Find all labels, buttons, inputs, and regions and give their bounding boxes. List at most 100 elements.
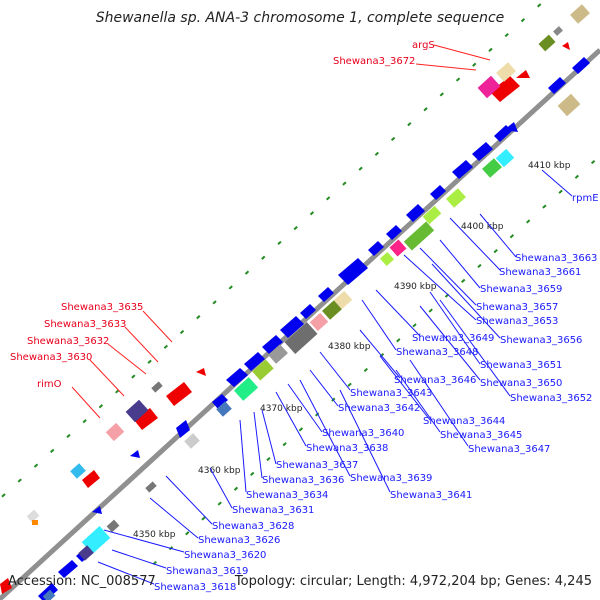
gene-block[interactable] [557, 93, 581, 117]
gene-block[interactable] [403, 221, 435, 251]
gene-block[interactable] [482, 158, 502, 178]
gene-block[interactable] [379, 251, 395, 267]
gene-block[interactable] [446, 188, 466, 208]
gene-arrow[interactable] [226, 368, 248, 387]
gene-label[interactable]: Shewana3_3643 [350, 388, 432, 399]
gene-label[interactable]: Shewana3_3637 [276, 460, 358, 471]
gene-arrow[interactable] [338, 258, 368, 285]
gene-label[interactable]: Shewana3_3634 [246, 490, 328, 501]
gene-arrow[interactable] [212, 394, 228, 409]
gene-label[interactable]: Shewana3_3661 [499, 267, 581, 278]
gene-label[interactable]: Shewana3_3631 [232, 505, 314, 516]
gene-arrow[interactable] [318, 287, 334, 302]
gene-arrow[interactable] [562, 42, 570, 50]
gene-label[interactable]: Shewana3_3636 [262, 475, 344, 486]
gene-block[interactable] [32, 520, 38, 525]
gene-label[interactable]: Shewana3_3646 [394, 375, 476, 386]
gene-label[interactable]: Shewana3_3626 [198, 535, 280, 546]
gene-arrow[interactable] [406, 204, 425, 222]
gene-arrow[interactable] [280, 316, 304, 338]
gene-block[interactable] [70, 463, 86, 479]
gene-block[interactable] [106, 519, 120, 533]
gene-label[interactable]: Shewana3_3672 [333, 56, 415, 67]
gene-label[interactable]: Shewana3_3618 [154, 582, 236, 593]
gene-arrow[interactable] [490, 76, 520, 102]
gene-arrow[interactable] [572, 57, 590, 74]
gene-arrow[interactable] [386, 225, 402, 240]
gene-label[interactable]: Shewana3_3628 [212, 521, 294, 532]
gene-arrow[interactable] [300, 304, 316, 319]
gene-arrow[interactable] [430, 185, 446, 200]
gene-label[interactable]: Shewana3_3650 [480, 378, 562, 389]
gene-label[interactable]: Shewana3_3620 [184, 550, 266, 561]
gene-label[interactable]: Shewana3_3645 [440, 430, 522, 441]
gene-label-rimO[interactable]: rimO [37, 379, 62, 390]
gene-block[interactable] [125, 399, 149, 423]
gene-arrow[interactable] [92, 506, 102, 514]
gene-label[interactable]: Shewana3_3659 [480, 284, 562, 295]
gene-arrow[interactable] [134, 408, 158, 430]
gene-block[interactable] [389, 239, 407, 257]
gene-block[interactable] [570, 4, 590, 24]
gene-label[interactable]: Shewana3_3630 [10, 352, 92, 363]
gene-block[interactable] [322, 300, 342, 320]
gene-label[interactable]: Shewana3_3632 [27, 336, 109, 347]
gene-label[interactable]: Shewana3_3651 [480, 360, 562, 371]
gene-block[interactable] [252, 359, 274, 381]
gene-label[interactable]: Shewana3_3647 [468, 444, 550, 455]
gene-block[interactable] [145, 481, 157, 493]
gene-block[interactable] [78, 545, 94, 561]
gene-label[interactable]: Shewana3_3657 [476, 302, 558, 313]
gene-arrow[interactable] [176, 420, 190, 438]
gene-arrow[interactable] [472, 142, 493, 161]
gene-block[interactable] [233, 377, 259, 401]
gene-label[interactable]: Shewana3_3641 [390, 490, 472, 501]
gene-label[interactable]: Shewana3_3644 [423, 416, 505, 427]
gene-arrow[interactable] [38, 583, 58, 600]
gene-label[interactable]: Shewana3_3649 [412, 333, 494, 344]
gene-arrow[interactable] [244, 352, 265, 371]
gene-block[interactable] [477, 75, 501, 99]
gene-block[interactable] [26, 509, 40, 523]
gene-arrow[interactable] [504, 122, 518, 132]
gene-label-argS[interactable]: argS [412, 40, 435, 51]
gene-arrow[interactable] [262, 335, 283, 354]
gene-block[interactable] [495, 148, 515, 168]
gene-block[interactable] [42, 589, 56, 600]
gene-arrow[interactable] [0, 578, 12, 594]
gene-arrow[interactable] [368, 241, 384, 256]
gene-label[interactable]: Shewana3_3639 [350, 473, 432, 484]
gene-label[interactable]: Shewana3_3638 [306, 443, 388, 454]
gene-label[interactable]: Shewana3_3652 [510, 393, 592, 404]
gene-label[interactable]: Shewana3_3642 [338, 403, 420, 414]
gene-label[interactable]: Shewana3_3656 [500, 335, 582, 346]
gene-label[interactable]: Shewana3_3648 [396, 347, 478, 358]
gene-arrow[interactable] [58, 560, 78, 578]
gene-label[interactable]: Shewana3_3640 [322, 428, 404, 439]
gene-block[interactable] [284, 322, 318, 354]
gene-arrow[interactable] [166, 382, 192, 406]
gene-label[interactable]: Shewana3_3633 [44, 319, 126, 330]
gene-arrow[interactable] [548, 77, 566, 94]
gene-arrow[interactable] [82, 470, 100, 488]
gene-block[interactable] [268, 344, 288, 364]
gene-label[interactable]: Shewana3_3653 [476, 316, 558, 327]
gene-block[interactable] [81, 526, 111, 554]
gene-arrow[interactable] [130, 450, 140, 458]
gene-block[interactable] [496, 62, 516, 82]
gene-block[interactable] [538, 34, 556, 52]
gene-arrow[interactable] [452, 160, 473, 179]
gene-block[interactable] [553, 26, 563, 36]
gene-label-rpmE[interactable]: rpmE [572, 193, 599, 204]
gene-label[interactable]: Shewana3_3635 [61, 302, 143, 313]
gene-block[interactable] [333, 290, 353, 310]
gene-block[interactable] [151, 381, 163, 393]
gene-arrow[interactable] [516, 70, 530, 78]
gene-block[interactable] [309, 312, 329, 332]
gene-block[interactable] [216, 401, 232, 417]
gene-label[interactable]: Shewana3_3663 [515, 253, 597, 264]
gene-arrow[interactable] [196, 368, 206, 376]
gene-block[interactable] [422, 205, 442, 225]
gene-label[interactable]: Shewana3_3619 [166, 566, 248, 577]
gene-block[interactable] [105, 422, 125, 442]
